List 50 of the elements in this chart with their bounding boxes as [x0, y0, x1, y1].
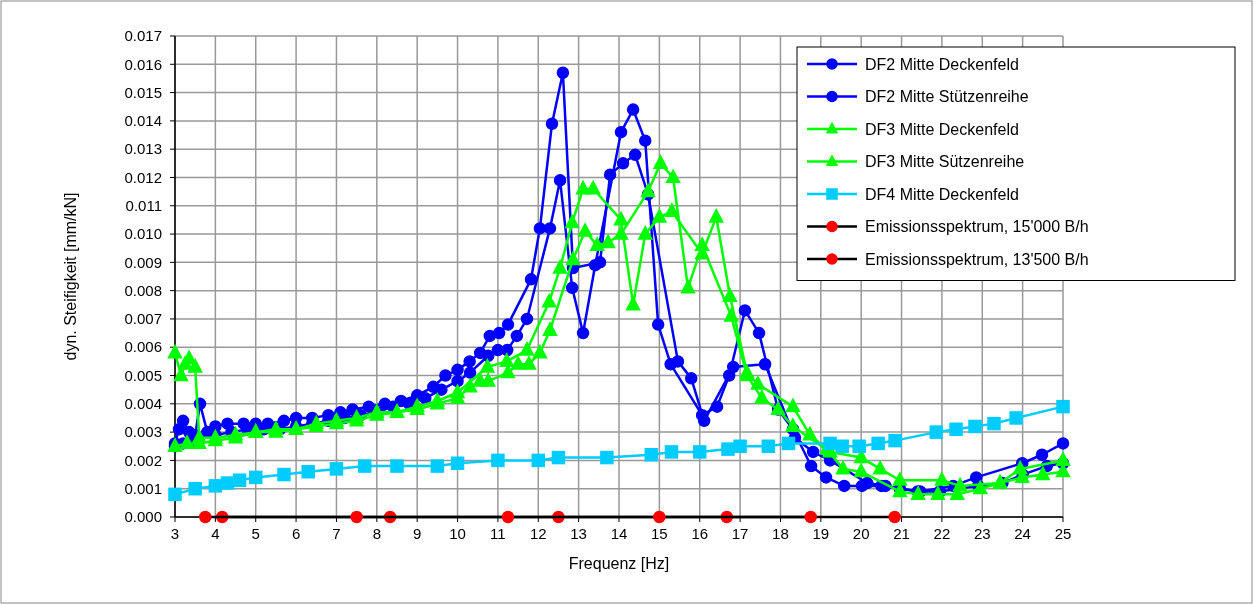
legend-label: Emissionsspektrum, 15'000 B/h — [865, 218, 1089, 236]
legend-label: DF2 Mitte Stützenreihe — [865, 88, 1029, 106]
x-tick-label: 3 — [170, 525, 180, 542]
y-tick-label: 0.006 — [124, 338, 162, 356]
y-tick-label: 0.013 — [124, 140, 162, 158]
y-tick-label: 0.004 — [124, 395, 162, 413]
x-tick-label: 22 — [933, 525, 951, 542]
y-tick-label: 0.008 — [124, 281, 162, 299]
x-tick-label: 12 — [529, 525, 547, 542]
x-tick-label: 14 — [610, 525, 628, 542]
y-tick-label: 0.007 — [124, 310, 162, 328]
x-axis-title: Frequenz [Hz] — [568, 555, 670, 572]
y-tick-label: 0.001 — [124, 479, 162, 497]
legend-label: DF3 Mitte Deckenfeld — [865, 120, 1019, 138]
x-tick-label: 25 — [1054, 525, 1072, 542]
x-tick-label: 23 — [973, 525, 991, 542]
x-tick-label: 16 — [691, 525, 709, 542]
y-tick-label: 0.011 — [125, 197, 162, 215]
x-tick-label: 17 — [731, 525, 749, 542]
y-tick-label: 0.000 — [124, 508, 162, 526]
x-tick-label: 13 — [570, 525, 587, 542]
x-tick-label: 24 — [1014, 525, 1031, 542]
x-tick-label: 15 — [651, 525, 668, 542]
y-tick-label: 0.002 — [124, 451, 162, 469]
legend-label: DF4 Mitte Deckenfeld — [865, 185, 1019, 203]
y-axis-title: dyn. Steifigkeit [mm/kN] — [62, 192, 79, 361]
x-tick-label: 5 — [251, 525, 260, 542]
x-tick-label: 4 — [211, 525, 220, 542]
x-tick-label: 7 — [332, 525, 341, 542]
x-tick-label: 8 — [372, 525, 381, 542]
legend-label: DF2 Mitte Deckenfeld — [865, 55, 1019, 73]
x-tick-label: 10 — [449, 525, 466, 542]
x-tick-label: 21 — [893, 525, 910, 542]
legend-label: Emissionsspektrum, 13'500 B/h — [865, 250, 1089, 268]
x-tick-label: 6 — [291, 525, 301, 542]
y-tick-label: 0.012 — [124, 168, 162, 186]
x-tick-label: 11 — [490, 525, 506, 542]
x-tick-label: 20 — [852, 525, 870, 542]
y-tick-label: 0.010 — [124, 225, 162, 243]
y-tick-label: 0.016 — [124, 55, 162, 73]
legend-label: DF3 Mitte Sützenreihe — [865, 153, 1025, 171]
y-tick-label: 0.003 — [124, 423, 162, 441]
x-tick-label: 18 — [772, 525, 789, 542]
y-tick-label: 0.017 — [124, 27, 162, 45]
y-tick-label: 0.009 — [124, 253, 162, 271]
y-tick-label: 0.005 — [124, 366, 162, 384]
y-tick-label: 0.015 — [124, 83, 162, 101]
y-tick-label: 0.014 — [124, 112, 162, 130]
x-tick-label: 19 — [812, 525, 830, 542]
x-tick-label: 9 — [413, 525, 422, 542]
